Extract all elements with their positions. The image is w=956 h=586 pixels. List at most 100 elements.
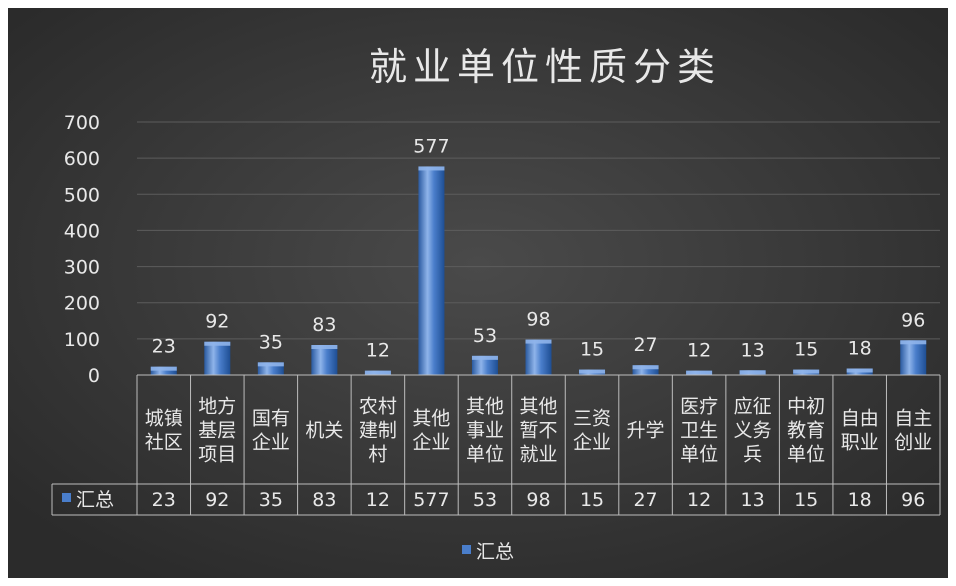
data-label: 13 [741, 339, 765, 361]
category-label: 自主 [894, 408, 932, 430]
table-series-name: 汇总 [76, 489, 114, 511]
category-label: 卫生 [680, 420, 718, 442]
table-value: 577 [413, 489, 449, 511]
bar-top-highlight [900, 340, 927, 345]
table-value: 83 [312, 489, 336, 511]
category-label: 三资 [573, 408, 611, 430]
bar-top-highlight [739, 370, 766, 375]
category-label: 其他 [466, 396, 504, 418]
data-label: 577 [413, 135, 449, 157]
category-label: 创业 [894, 432, 932, 454]
category-label: 就业 [519, 444, 557, 466]
bar [204, 341, 231, 375]
table-value: 23 [152, 489, 176, 511]
y-tick-label: 400 [64, 220, 100, 242]
y-tick-label: 100 [64, 329, 100, 351]
category-label: 升学 [627, 420, 665, 442]
bar [471, 355, 498, 375]
bar [525, 339, 552, 375]
table-value: 18 [848, 489, 872, 511]
bar-top-highlight [311, 345, 338, 350]
bar [150, 366, 177, 375]
y-tick-label: 0 [88, 365, 100, 387]
bar-top-highlight [793, 369, 820, 374]
y-tick-label: 200 [64, 293, 100, 315]
data-label: 27 [633, 334, 657, 356]
data-label: 12 [687, 340, 711, 362]
category-label: 单位 [787, 444, 825, 466]
category-label: 村 [368, 444, 387, 466]
category-label: 企业 [412, 432, 450, 454]
category-label: 农村 [359, 396, 397, 418]
bar-top-highlight [418, 166, 445, 171]
category-label: 其他 [412, 408, 450, 430]
bar-top-highlight [846, 368, 873, 373]
bar-top-highlight [579, 369, 606, 374]
table-value: 98 [526, 489, 550, 511]
table-value: 27 [633, 489, 657, 511]
category-label: 项目 [198, 444, 236, 466]
bar-top-highlight [257, 362, 284, 367]
table-value: 12 [366, 489, 390, 511]
table-value: 15 [580, 489, 604, 511]
bar-top-highlight [686, 370, 713, 375]
table-value: 15 [794, 489, 818, 511]
category-label: 企业 [573, 432, 611, 454]
category-label: 中初 [787, 396, 825, 418]
data-label: 15 [794, 339, 818, 361]
chart-title: 就业单位性质分类 [369, 45, 721, 89]
category-label: 职业 [841, 432, 879, 454]
bar [311, 345, 338, 375]
data-label: 92 [205, 311, 229, 333]
category-label: 自由 [841, 408, 879, 430]
bar-top-highlight [471, 355, 498, 360]
y-tick-label: 700 [64, 112, 100, 134]
category-label: 单位 [466, 444, 504, 466]
category-label: 暂不 [519, 420, 557, 442]
data-label: 53 [473, 325, 497, 347]
table-value: 96 [901, 489, 925, 511]
bar [418, 166, 445, 375]
bar-top-highlight [525, 339, 552, 344]
category-label: 单位 [680, 444, 718, 466]
table-series-key [62, 493, 71, 502]
y-tick-label: 500 [64, 184, 100, 206]
category-label: 国有 [252, 408, 290, 430]
data-label: 18 [848, 337, 872, 359]
bar-top-highlight [150, 366, 177, 371]
y-tick-label: 600 [64, 148, 100, 170]
table-value: 92 [205, 489, 229, 511]
category-label: 教育 [787, 420, 825, 442]
category-label: 城镇 [145, 408, 183, 430]
category-label: 其他 [519, 396, 557, 418]
y-tick-label: 300 [64, 257, 100, 279]
table-value: 35 [259, 489, 283, 511]
category-label: 应征 [734, 396, 772, 418]
category-label: 义务 [734, 420, 772, 442]
legend-label: 汇总 [476, 541, 514, 563]
category-label: 机关 [305, 420, 343, 442]
bar [632, 365, 659, 375]
table-value: 13 [741, 489, 765, 511]
data-label: 35 [259, 331, 283, 353]
data-label: 98 [526, 309, 550, 331]
category-label: 兵 [743, 444, 762, 466]
data-label: 96 [901, 309, 925, 331]
data-label: 83 [312, 314, 336, 336]
category-label: 社区 [145, 432, 183, 454]
table-value: 12 [687, 489, 711, 511]
category-label: 地方 [198, 396, 236, 418]
category-label: 基层 [198, 420, 236, 442]
bar [900, 340, 927, 375]
legend-key [462, 545, 471, 554]
data-label: 23 [152, 336, 176, 358]
bar-top-highlight [364, 370, 391, 375]
category-label: 建制 [359, 420, 397, 442]
category-label: 事业 [466, 420, 504, 442]
bar-top-highlight [632, 365, 659, 370]
category-label: 医疗 [680, 396, 718, 418]
table-value: 53 [473, 489, 497, 511]
bar-top-highlight [204, 341, 231, 346]
